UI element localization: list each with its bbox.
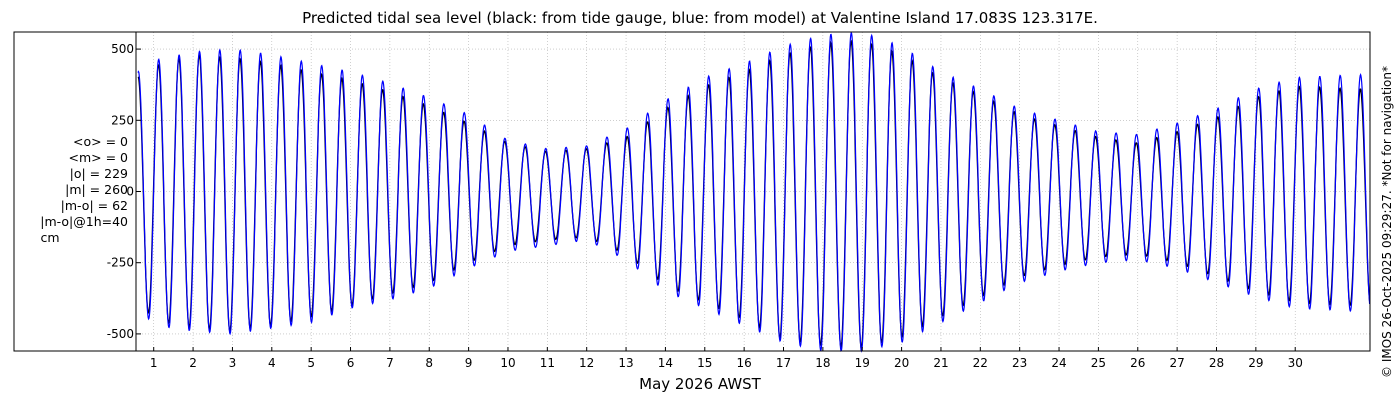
- x-tick-label: 13: [618, 356, 633, 370]
- x-tick-label: 9: [465, 356, 473, 370]
- plot-frame: [13, 31, 1371, 352]
- copyright-notice: © IMOS 26-Oct-2025 09:29:27. *Not for na…: [1380, 66, 1394, 378]
- y-tick-label: 250: [111, 113, 134, 127]
- x-tick-label: 15: [697, 356, 712, 370]
- x-tick-label: 5: [307, 356, 315, 370]
- series-group: [137, 31, 1371, 353]
- x-tick-label: 12: [579, 356, 594, 370]
- x-tick-label: 22: [973, 356, 988, 370]
- stat-abs-observed: |o| = 229: [69, 166, 128, 181]
- stat-abs-diff: |m-o| = 62: [60, 198, 128, 213]
- x-tick-label: 27: [1169, 356, 1184, 370]
- y-tick-label: -500: [107, 327, 134, 341]
- chart-title: Predicted tidal sea level (black: from t…: [302, 9, 1098, 27]
- x-tick-label: 29: [1248, 356, 1263, 370]
- stat-mean-model: <m> = 0: [68, 150, 129, 165]
- stat-abs-model: |m| = 260: [65, 182, 128, 197]
- x-tick-label: 1: [150, 356, 158, 370]
- x-tick-label: 25: [1091, 356, 1106, 370]
- y-tick-label: -250: [107, 256, 134, 270]
- x-tick-label: 4: [268, 356, 276, 370]
- x-tick-label: 14: [658, 356, 673, 370]
- x-tick-label: 24: [1051, 356, 1066, 370]
- x-tick-label: 2: [189, 356, 197, 370]
- stat-mean-observed: <o> = 0: [73, 134, 128, 149]
- x-tick-label: 10: [500, 356, 515, 370]
- stat-abs-diff-1h: |m-o|@1h=40: [40, 214, 128, 229]
- x-tick-label: 20: [894, 356, 909, 370]
- x-tick-label: 17: [776, 356, 791, 370]
- y-tick-label: 0: [126, 185, 134, 199]
- x-tick-label: 16: [737, 356, 752, 370]
- x-tick-label: 11: [540, 356, 555, 370]
- x-tick-label: 21: [933, 356, 948, 370]
- x-tick-label: 28: [1209, 356, 1224, 370]
- x-tick-label: 19: [855, 356, 870, 370]
- x-tick-label: 18: [815, 356, 830, 370]
- x-tick-label: 26: [1130, 356, 1145, 370]
- stat-unit: cm: [40, 230, 60, 245]
- x-tick-label: 6: [347, 356, 355, 370]
- x-tick-label: 8: [425, 356, 433, 370]
- y-tick-label: 500: [111, 42, 134, 56]
- x-tick-label: 3: [229, 356, 237, 370]
- stats-panel: <o> = 0 <m> = 0 |o| = 229 |m| = 260 |m-o…: [0, 134, 128, 246]
- series-line-model: [137, 31, 1371, 353]
- x-tick-label: 7: [386, 356, 394, 370]
- series-line-tide-gauge: [137, 39, 1371, 350]
- x-tick-label: 23: [1012, 356, 1027, 370]
- x-axis-label: May 2026 AWST: [639, 375, 761, 393]
- x-tick-label: 30: [1288, 356, 1303, 370]
